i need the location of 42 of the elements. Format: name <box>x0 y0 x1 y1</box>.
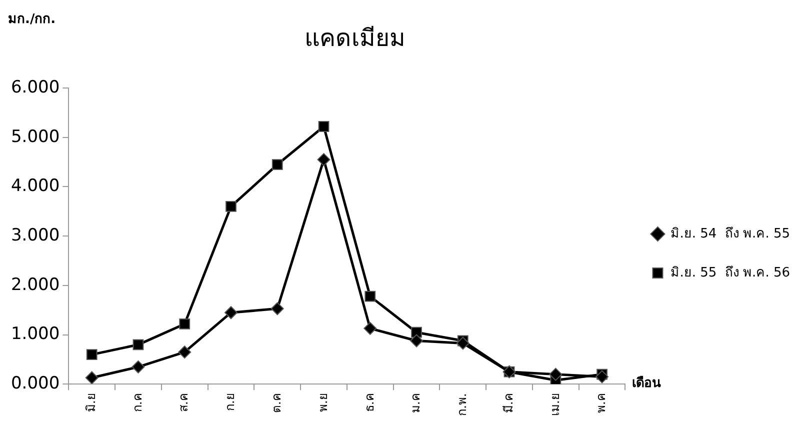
point <box>226 201 236 212</box>
point <box>132 360 145 374</box>
point <box>178 346 192 359</box>
y-tick-label: 1.000 <box>10 324 60 344</box>
x-tick-label: พ.ค <box>594 393 608 414</box>
y-tick-label: 0.000 <box>10 374 60 394</box>
point <box>132 339 144 350</box>
y-tick-label: 6.000 <box>10 77 60 98</box>
point <box>364 290 376 302</box>
legend-label: มิ.ย. 54 ถึง พ.ค. 55 <box>670 226 790 242</box>
point <box>224 306 238 320</box>
x-axis-title: เดือน <box>632 374 661 393</box>
y-tick-label: 5.000 <box>10 126 60 147</box>
point <box>272 159 283 170</box>
point <box>596 370 609 384</box>
point <box>549 368 562 381</box>
x-tick-label: มี.ค <box>501 393 516 414</box>
x-tick-label: ส.ค <box>176 393 191 412</box>
point <box>86 349 98 360</box>
point <box>410 334 424 348</box>
y-tick-label: 2.000 <box>10 274 60 295</box>
x-tick-label: ต.ค <box>270 393 284 414</box>
y-tick-label: 3.000 <box>10 226 60 246</box>
x-tick-label: ก.ค <box>130 393 144 412</box>
legend-label: มิ.ย. 55 ถึง พ.ค. 56 <box>670 265 790 280</box>
point <box>270 302 284 316</box>
x-tick-label: พ.ย <box>316 393 330 412</box>
y-tick-label: 4.000 <box>10 176 60 196</box>
y-axis-title: มก./กก. <box>8 11 56 29</box>
x-tick-label: ธ.ค <box>362 393 376 412</box>
point <box>85 371 98 384</box>
x-tick-label: ก.พ. <box>455 393 470 416</box>
x-tick-label: เม.ย <box>548 393 562 416</box>
point <box>318 121 330 132</box>
x-tick-label: มิ.ย <box>84 393 98 412</box>
point <box>317 153 330 166</box>
point <box>179 318 190 330</box>
x-tick-label: ม.ค <box>408 393 423 414</box>
x-tick-label: ก.ย <box>223 393 238 412</box>
chart-title: แคดเมียม <box>304 23 406 54</box>
point <box>456 336 470 350</box>
point <box>364 322 377 335</box>
